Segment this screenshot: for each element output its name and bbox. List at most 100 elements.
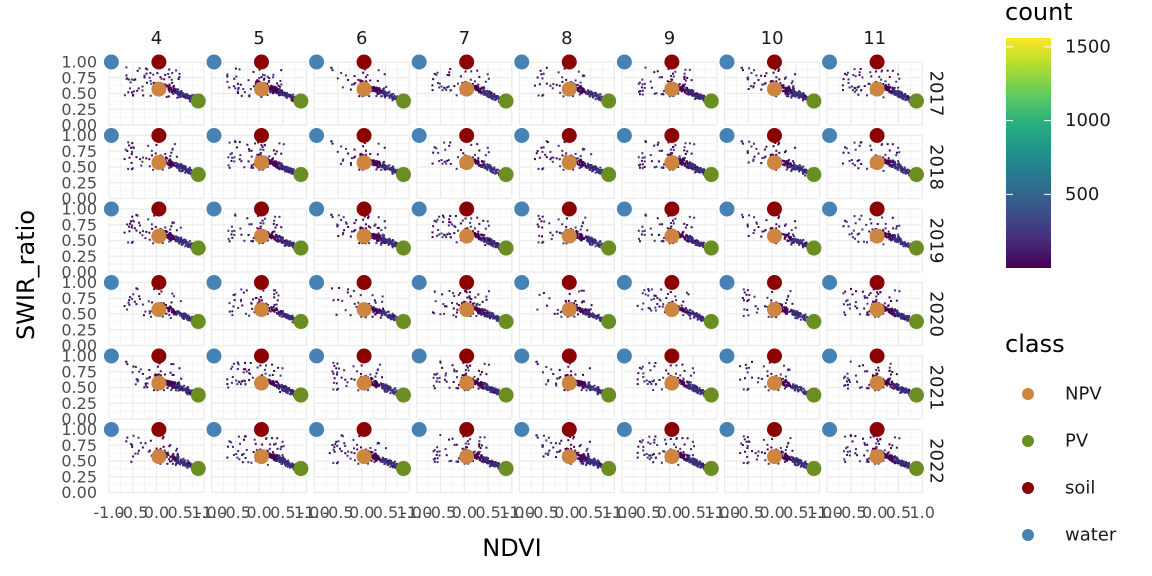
endmember-point-soil <box>253 348 269 364</box>
endmember-point-water <box>514 54 530 70</box>
y-tick-label: 0.75 <box>61 142 97 161</box>
y-tick-label: 1.00 <box>61 273 97 292</box>
endmember-point-soil <box>253 275 269 290</box>
x-tick-label: 0.0 <box>862 503 887 522</box>
endmember-point-npv <box>459 81 475 97</box>
endmember-point-water <box>309 422 325 437</box>
endmember-point-npv <box>766 375 782 391</box>
endmember-point-npv <box>356 302 372 318</box>
x-tick-label: -0.5 <box>835 503 866 522</box>
endmember-point-pv <box>909 314 924 330</box>
colorbar-tick-label: 1500 <box>1065 36 1111 57</box>
row-strip-label: 2017 <box>926 71 947 117</box>
endmember-point-water <box>411 422 427 437</box>
y-tick-label: 0.50 <box>61 378 97 397</box>
endmember-point-pv <box>190 93 206 109</box>
endmember-point-water <box>616 422 632 437</box>
endmember-point-soil <box>253 201 269 217</box>
density-cells <box>432 360 510 400</box>
endmember-point-soil <box>459 275 475 290</box>
endmember-point-npv <box>253 155 269 171</box>
facet-panel <box>309 275 411 347</box>
y-tick-label: 0.75 <box>61 215 97 234</box>
endmember-point-npv <box>356 81 372 97</box>
row-strip-label: 2018 <box>926 144 947 190</box>
endmember-point-pv <box>190 387 206 403</box>
endmember-point-npv <box>151 228 167 244</box>
endmember-point-pv <box>396 240 411 256</box>
endmember-point-soil <box>253 128 269 143</box>
facet-panel <box>616 422 719 494</box>
x-tick-label: 0.0 <box>657 503 682 522</box>
facet-panel <box>822 275 924 347</box>
endmember-point-pv <box>703 461 719 477</box>
endmember-point-water <box>514 348 530 364</box>
endmember-point-pv <box>293 461 309 477</box>
endmember-point-soil <box>459 201 475 217</box>
x-tick-label: -0.5 <box>528 503 559 522</box>
facet-panel <box>616 128 719 200</box>
endmember-point-pv <box>601 461 617 477</box>
x-tick-label: -0.5 <box>117 503 148 522</box>
endmember-point-npv <box>869 449 885 465</box>
facet-panel <box>514 201 617 273</box>
endmember-point-soil <box>356 201 372 217</box>
endmember-point-npv <box>664 81 680 97</box>
facet-panel <box>514 275 617 347</box>
endmember-point-soil <box>766 54 782 70</box>
column-strip-label: 10 <box>761 28 784 49</box>
endmember-point-npv <box>766 228 782 244</box>
endmember-point-water <box>514 422 530 437</box>
endmember-point-pv <box>293 167 309 183</box>
y-tick-label: 0.25 <box>61 173 97 192</box>
endmember-point-pv <box>601 167 617 183</box>
row-strip-label: 2021 <box>926 365 947 411</box>
endmember-point-pv <box>703 93 719 109</box>
facet-panel <box>719 422 822 494</box>
endmember-point-pv <box>703 387 719 403</box>
endmember-point-pv <box>498 314 514 330</box>
facet-panel <box>206 275 309 347</box>
endmember-point-soil <box>869 201 885 217</box>
endmember-point-pv <box>909 167 924 183</box>
endmember-point-soil <box>561 422 577 437</box>
endmember-point-pv <box>806 167 822 183</box>
endmember-point-water <box>411 128 427 143</box>
endmember-point-npv <box>664 228 680 244</box>
endmember-point-npv <box>356 228 372 244</box>
endmember-point-pv <box>909 461 924 477</box>
endmember-point-soil <box>356 348 372 364</box>
endmember-point-npv <box>253 81 269 97</box>
endmember-point-npv <box>869 302 885 318</box>
x-tick-label: 0.5 <box>168 503 193 522</box>
y-tick-label: 1.00 <box>61 420 97 439</box>
endmember-point-soil <box>766 422 782 437</box>
endmember-point-water <box>206 201 222 217</box>
y-tick-label: 1.00 <box>61 200 97 219</box>
endmember-point-soil <box>869 54 885 70</box>
y-tick-label: 0.50 <box>61 84 97 103</box>
endmember-point-water <box>616 54 632 70</box>
endmember-point-soil <box>664 348 680 364</box>
x-tick-label: 0.0 <box>452 503 477 522</box>
endmember-point-npv <box>356 449 372 465</box>
endmember-point-npv <box>561 228 577 244</box>
endmember-point-npv <box>561 155 577 171</box>
y-tick-label: 1.00 <box>61 126 97 145</box>
endmember-point-pv <box>190 167 206 183</box>
y-tick-label: 0.75 <box>61 436 97 455</box>
x-tick-label: -0.5 <box>220 503 251 522</box>
y-tick-label: 0.75 <box>61 362 97 381</box>
endmember-point-soil <box>356 54 372 70</box>
y-tick-label: 0.25 <box>61 320 97 339</box>
endmember-point-soil <box>561 275 577 290</box>
y-tick-label: 0.00 <box>61 189 97 208</box>
endmember-point-npv <box>869 375 885 391</box>
endmember-point-npv <box>253 302 269 318</box>
endmember-point-pv <box>806 314 822 330</box>
endmember-point-water <box>411 275 427 290</box>
x-tick-label: -1.0 <box>299 503 330 522</box>
x-tick-label: 0.0 <box>759 503 784 522</box>
y-tick-label: 0.75 <box>61 68 97 87</box>
x-tick-label: 0.5 <box>373 503 398 522</box>
